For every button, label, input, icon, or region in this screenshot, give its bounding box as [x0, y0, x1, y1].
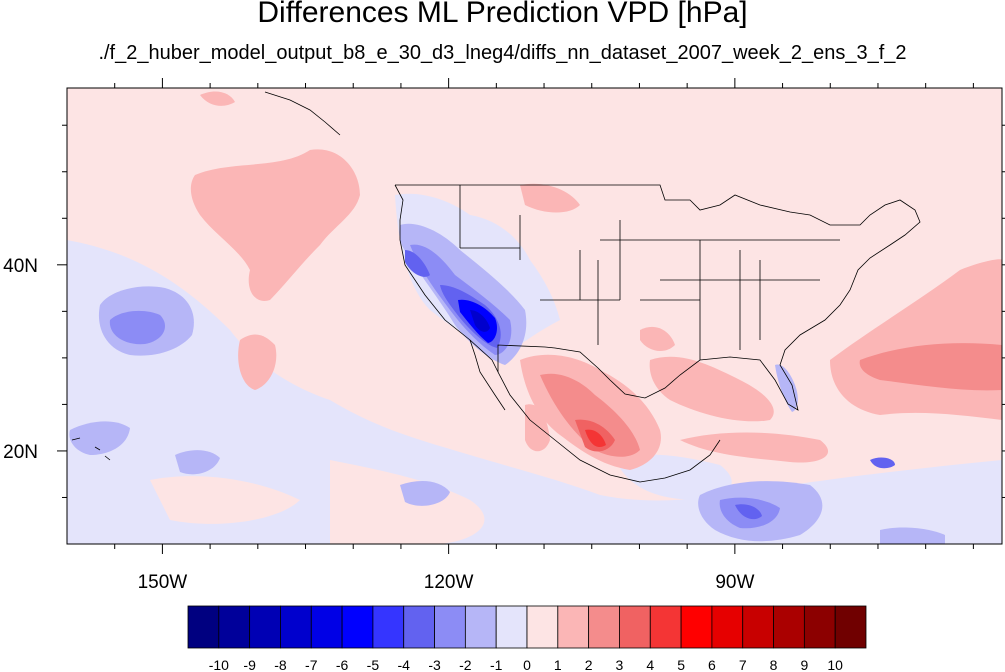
y-tick-label: 20N: [3, 442, 38, 463]
colorbar-label: -3: [428, 657, 441, 672]
colorbar-swatch: [742, 605, 774, 649]
colorbar-label: -5: [367, 657, 380, 672]
colorbar-label: 6: [708, 657, 716, 672]
plot-frame: [66, 87, 1003, 545]
colorbar: -10 -9 -8 -7 -6 -5 -4 -3 -2 -1 0 1 2 3 4 5 6 7 8 9 10: [187, 605, 867, 672]
colorbar-label: 3: [616, 657, 624, 672]
colorbar-label: -2: [459, 657, 472, 672]
colorbar-label: 7: [739, 657, 747, 672]
contour-region: [67, 240, 1002, 544]
contour-region: [540, 373, 640, 457]
contour-region: [150, 476, 300, 524]
colorbar-label: 1: [554, 657, 562, 672]
colorbar-swatch: [773, 605, 805, 649]
colorbar-swatch: [310, 605, 343, 649]
colorbar-label: -6: [336, 657, 349, 672]
colorbar-label: 5: [677, 657, 685, 672]
contour-region: [470, 310, 490, 332]
plot-area: [67, 88, 1002, 544]
colorbar-swatch: [649, 605, 682, 649]
colorbar-swatch: [218, 605, 251, 649]
colorbar-swatch: [372, 605, 405, 649]
colorbar-label: -9: [243, 657, 256, 672]
colorbar-swatch: [280, 605, 312, 649]
colorbar-swatch: [434, 605, 466, 649]
colorbar-swatch: [711, 605, 744, 649]
colorbar-label: -7: [305, 657, 318, 672]
contour-region: [175, 450, 220, 475]
colorbar-swatch: [680, 605, 713, 649]
contour-region: [190, 149, 360, 301]
colorbar-swatch: [495, 605, 528, 649]
contour-region: [680, 432, 829, 463]
colorbar-swatch: [619, 605, 651, 649]
colorbar-swatch: [464, 605, 497, 649]
colorbar-swatch: [403, 605, 435, 649]
colorbar-label: 10: [827, 657, 843, 672]
contour-region: [69, 421, 130, 455]
colorbar-swatch: [341, 605, 374, 649]
colorbar-swatch: [187, 605, 220, 649]
contour-region: [525, 404, 550, 452]
contour-region: [109, 310, 165, 345]
x-tick-label: 90W: [715, 572, 754, 593]
x-tick-label: 150W: [138, 572, 188, 593]
contour-region: [870, 457, 895, 469]
colorbar-swatch: [526, 605, 559, 649]
contour-region: [640, 326, 675, 352]
colorbar-label: -10: [209, 657, 229, 672]
colorbar-label: -8: [274, 657, 287, 672]
contour-region: [859, 343, 1002, 391]
colorbar-swatch: [834, 605, 867, 649]
colorbar-label: -1: [490, 657, 503, 672]
colorbar-label: 9: [800, 657, 808, 672]
contour-region: [520, 183, 580, 213]
chart-title: Differences ML Prediction VPD [hPa]: [257, 0, 748, 29]
colorbar-label: 8: [770, 657, 778, 672]
colorbar-label: 4: [646, 657, 654, 672]
contour-region: [405, 250, 430, 277]
contour-region: [880, 527, 945, 544]
contour-region: [615, 454, 732, 500]
colorbar-swatch: [803, 605, 836, 649]
contour-region: [775, 364, 798, 412]
contour-region: [238, 334, 277, 390]
x-tick-label: 120W: [424, 572, 474, 593]
contour-region: [400, 480, 450, 506]
y-tick-label: 40N: [3, 256, 38, 277]
colorbar-label: 2: [585, 657, 593, 672]
colorbar-label: 0: [523, 657, 531, 672]
colorbar-swatch: [588, 605, 620, 649]
contour-region: [649, 356, 774, 422]
colorbar-label: -4: [398, 657, 411, 672]
axis-ticks: 150W 120W 90W 20N 40N: [3, 78, 1005, 593]
chart-subtitle: ./f_2_huber_model_output_b8_e_30_d3_lneg…: [98, 42, 907, 64]
contour-region: [735, 504, 762, 520]
colorbar-swatch: [249, 605, 281, 649]
map-outlines: [71, 91, 921, 483]
colorbar-swatch: [557, 605, 590, 649]
contour-region: [200, 91, 235, 106]
contour-region: [585, 429, 606, 448]
